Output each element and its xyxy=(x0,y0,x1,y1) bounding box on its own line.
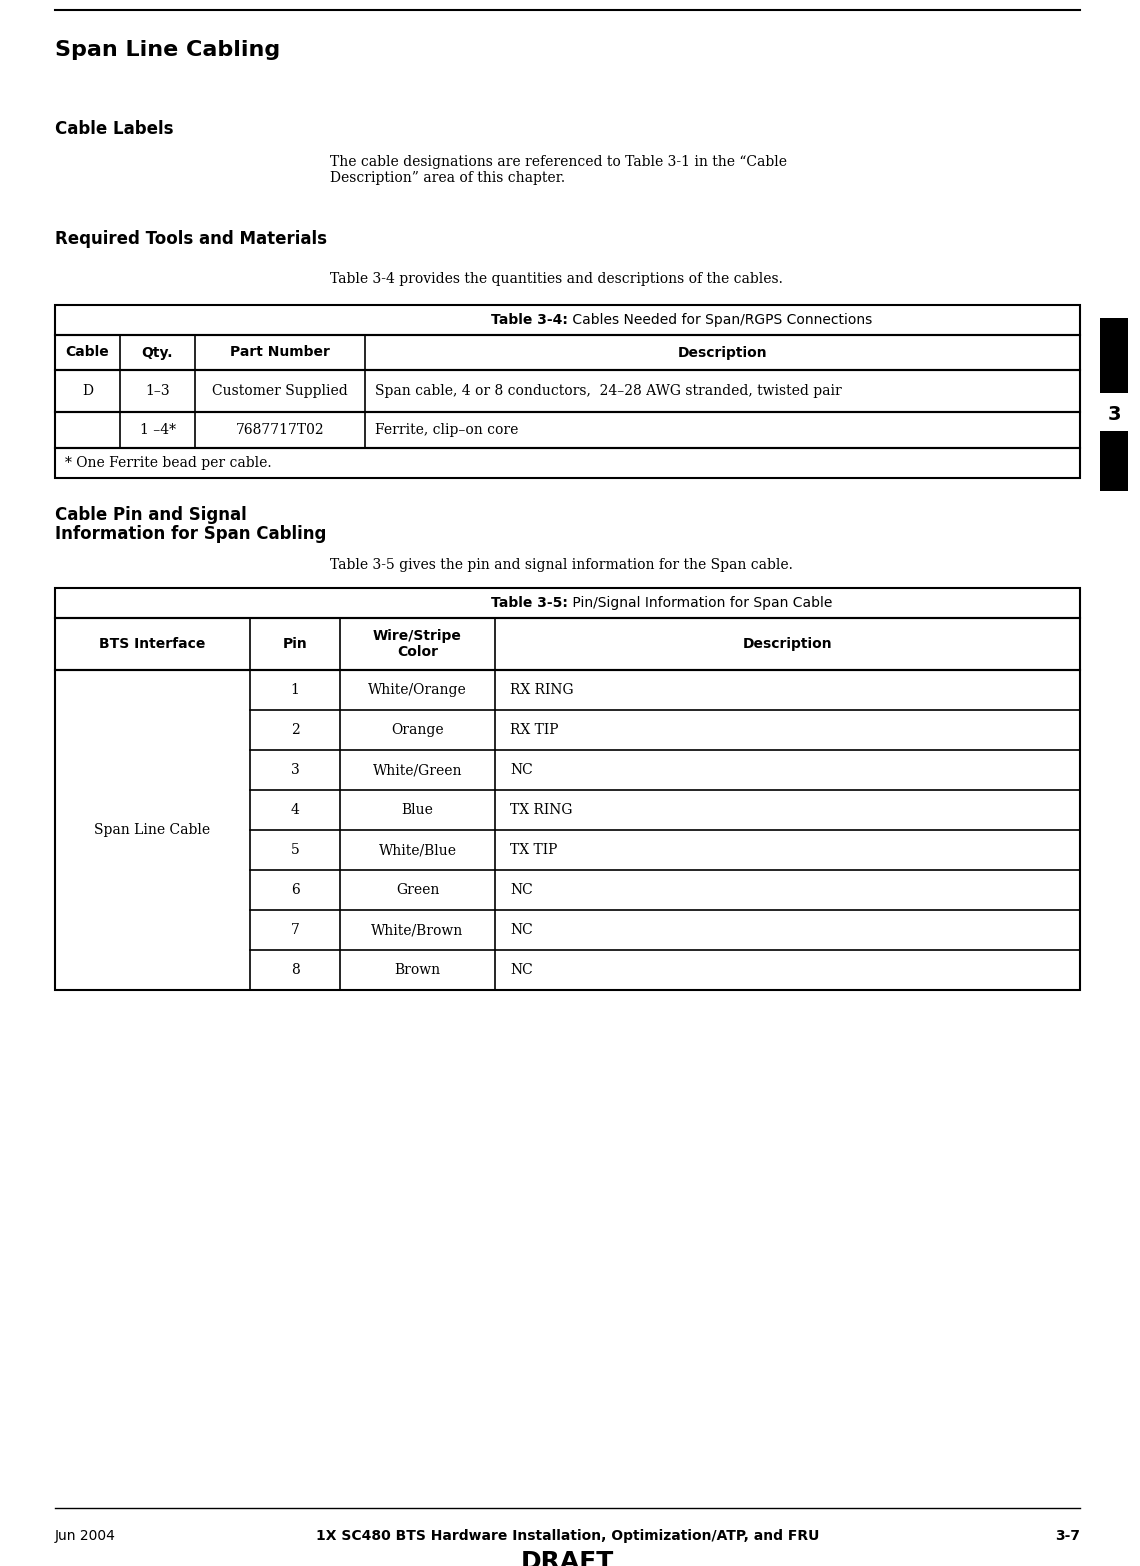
Text: The cable designations are referenced to Table 3-1 in the “Cable
Description” ar: The cable designations are referenced to… xyxy=(329,155,787,185)
Text: Span cable, 4 or 8 conductors,  24–28 AWG stranded, twisted pair: Span cable, 4 or 8 conductors, 24–28 AWG… xyxy=(375,384,841,398)
Text: 1: 1 xyxy=(291,683,300,697)
Text: 5: 5 xyxy=(291,843,300,857)
Text: Span Line Cabling: Span Line Cabling xyxy=(55,41,280,60)
Text: Part Number: Part Number xyxy=(230,346,329,360)
Text: RX TIP: RX TIP xyxy=(510,723,559,738)
Text: TX TIP: TX TIP xyxy=(510,843,557,857)
Text: * One Ferrite bead per cable.: * One Ferrite bead per cable. xyxy=(65,456,271,470)
Text: White/Green: White/Green xyxy=(373,763,462,777)
Text: Description: Description xyxy=(677,346,767,360)
Bar xyxy=(55,305,1080,335)
Text: White/Brown: White/Brown xyxy=(372,922,464,936)
Text: 3-7: 3-7 xyxy=(1054,1528,1080,1543)
Text: Pin/Signal Information for Span Cable: Pin/Signal Information for Span Cable xyxy=(568,597,832,611)
Text: 1 –4*: 1 –4* xyxy=(139,423,176,437)
Text: NC: NC xyxy=(510,963,532,977)
Bar xyxy=(55,587,1080,619)
Text: Orange: Orange xyxy=(391,723,443,738)
Bar xyxy=(55,335,1080,370)
Text: TX RING: TX RING xyxy=(510,803,572,817)
Text: Cable Pin and Signal: Cable Pin and Signal xyxy=(55,506,246,525)
Text: NC: NC xyxy=(510,922,532,936)
Text: Cable Labels: Cable Labels xyxy=(55,121,173,138)
Text: 4: 4 xyxy=(291,803,300,817)
Text: White/Orange: White/Orange xyxy=(368,683,467,697)
Text: Table 3-5:: Table 3-5: xyxy=(490,597,568,611)
Text: D: D xyxy=(82,384,93,398)
Text: DRAFT: DRAFT xyxy=(521,1550,614,1566)
Text: Description: Description xyxy=(742,637,832,651)
Text: 8: 8 xyxy=(291,963,300,977)
Text: White/Blue: White/Blue xyxy=(378,843,456,857)
Text: 2: 2 xyxy=(291,723,300,738)
Text: 1X SC480 BTS Hardware Installation, Optimization/ATP, and FRU: 1X SC480 BTS Hardware Installation, Opti… xyxy=(316,1528,820,1543)
Bar xyxy=(55,670,1080,990)
Text: 7: 7 xyxy=(291,922,300,936)
Bar xyxy=(55,412,1080,448)
Text: Ferrite, clip–on core: Ferrite, clip–on core xyxy=(375,423,519,437)
Text: BTS Interface: BTS Interface xyxy=(99,637,205,651)
Text: Information for Span Cabling: Information for Span Cabling xyxy=(55,525,326,543)
Text: Required Tools and Materials: Required Tools and Materials xyxy=(55,230,327,247)
Bar xyxy=(55,448,1080,478)
Text: Green: Green xyxy=(396,883,439,897)
Text: RX RING: RX RING xyxy=(510,683,573,697)
Bar xyxy=(1100,318,1127,393)
Text: Table 3-4:: Table 3-4: xyxy=(490,313,568,327)
Text: 3: 3 xyxy=(1107,406,1121,424)
Text: Table 3-5 gives the pin and signal information for the Span cable.: Table 3-5 gives the pin and signal infor… xyxy=(329,557,793,572)
Text: Qty.: Qty. xyxy=(141,346,173,360)
Text: Customer Supplied: Customer Supplied xyxy=(212,384,348,398)
Text: 3: 3 xyxy=(291,763,300,777)
Text: Cables Needed for Span/RGPS Connections: Cables Needed for Span/RGPS Connections xyxy=(568,313,872,327)
Text: Blue: Blue xyxy=(401,803,433,817)
Bar xyxy=(55,370,1080,412)
Text: Brown: Brown xyxy=(394,963,440,977)
Text: 7687717T02: 7687717T02 xyxy=(236,423,324,437)
Bar xyxy=(1100,431,1127,492)
Text: Cable: Cable xyxy=(66,346,109,360)
Text: Pin: Pin xyxy=(283,637,308,651)
Text: Wire/Stripe
Color: Wire/Stripe Color xyxy=(373,630,462,659)
Text: NC: NC xyxy=(510,883,532,897)
Text: Span Line Cable: Span Line Cable xyxy=(95,824,211,836)
Text: Jun 2004: Jun 2004 xyxy=(55,1528,116,1543)
Text: NC: NC xyxy=(510,763,532,777)
Bar xyxy=(55,619,1080,670)
Text: 1–3: 1–3 xyxy=(145,384,170,398)
Text: Table 3-4 provides the quantities and descriptions of the cables.: Table 3-4 provides the quantities and de… xyxy=(329,272,783,287)
Text: 6: 6 xyxy=(291,883,300,897)
